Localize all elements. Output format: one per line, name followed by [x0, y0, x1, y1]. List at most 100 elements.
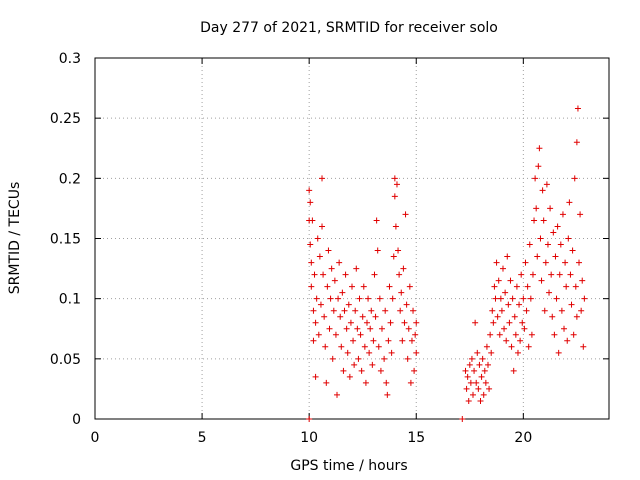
y-tick-label: 0.05: [50, 352, 81, 368]
data-point: [321, 313, 328, 320]
data-point: [527, 295, 534, 302]
data-point: [481, 367, 488, 374]
data-point: [574, 105, 581, 112]
data-point: [406, 283, 413, 290]
data-point: [540, 217, 547, 224]
data-point: [558, 307, 565, 314]
data-point: [494, 313, 501, 320]
data-point: [501, 325, 508, 332]
data-point: [407, 379, 414, 386]
data-point: [536, 145, 543, 152]
data-point: [493, 259, 500, 266]
data-point: [347, 319, 354, 326]
data-point: [350, 337, 357, 344]
data-point: [363, 319, 370, 326]
data-point: [495, 277, 502, 284]
data-point: [580, 343, 587, 350]
data-point: [329, 355, 336, 362]
data-point: [488, 349, 495, 356]
data-point: [367, 325, 374, 332]
data-point: [572, 283, 579, 290]
data-point: [375, 343, 382, 350]
data-point: [528, 331, 535, 338]
data-point: [557, 241, 564, 248]
data-point: [467, 379, 474, 386]
data-point: [365, 295, 372, 302]
data-point: [376, 295, 383, 302]
data-point: [360, 283, 367, 290]
data-point: [525, 343, 532, 350]
data-point: [389, 295, 396, 302]
data-point: [332, 331, 339, 338]
data-point: [459, 416, 466, 422]
data-point: [486, 385, 493, 392]
data-point: [564, 337, 571, 344]
data-point: [535, 163, 542, 170]
data-point: [482, 379, 489, 386]
data-point: [308, 259, 315, 266]
data-point: [462, 367, 469, 374]
data-point: [310, 307, 317, 314]
data-point: [313, 295, 320, 302]
data-point: [384, 391, 391, 398]
data-point: [565, 235, 572, 242]
data-point: [397, 307, 404, 314]
y-tick-label: 0.25: [50, 111, 81, 127]
data-point: [322, 343, 329, 350]
data-point: [405, 325, 412, 332]
data-point: [368, 307, 375, 314]
data-point: [310, 337, 317, 344]
data-point: [351, 361, 358, 368]
y-tick-label: 0.1: [59, 292, 81, 308]
data-point: [370, 337, 377, 344]
data-point: [373, 217, 380, 224]
data-point: [568, 301, 575, 308]
data-point: [576, 259, 583, 266]
data-point: [465, 397, 472, 404]
data-point: [570, 331, 577, 338]
data-point: [520, 295, 527, 302]
data-point: [307, 241, 314, 248]
data-point: [496, 331, 503, 338]
data-point: [550, 229, 557, 236]
data-point: [508, 343, 515, 350]
data-point: [521, 325, 528, 332]
data-point: [334, 391, 341, 398]
data-point: [505, 301, 512, 308]
data-point: [471, 367, 478, 374]
data-point: [362, 379, 369, 386]
data-point: [547, 205, 554, 212]
data-point: [356, 295, 363, 302]
data-point: [537, 235, 544, 242]
data-point: [317, 301, 324, 308]
data-point: [549, 313, 556, 320]
data-point: [353, 265, 360, 272]
data-point: [473, 379, 480, 386]
data-point: [411, 367, 418, 374]
data-point: [307, 199, 314, 206]
data-point: [369, 361, 376, 368]
data-point: [539, 187, 546, 194]
data-point: [308, 283, 315, 290]
data-point: [526, 241, 533, 248]
data-point: [563, 283, 570, 290]
data-point: [361, 343, 368, 350]
data-point: [341, 307, 348, 314]
y-tick-label: 0.15: [50, 232, 81, 248]
data-point: [404, 355, 411, 362]
data-point: [309, 217, 316, 224]
data-point: [325, 247, 332, 254]
data-point: [490, 319, 497, 326]
data-point: [569, 247, 576, 254]
data-point: [412, 331, 419, 338]
data-point: [544, 241, 551, 248]
data-point: [532, 175, 539, 182]
y-tick-label: 0.2: [59, 171, 81, 187]
data-point: [391, 175, 398, 182]
data-point: [562, 259, 569, 266]
data-point: [319, 223, 326, 230]
data-point: [555, 349, 562, 356]
data-point: [484, 361, 491, 368]
data-point: [396, 271, 403, 278]
data-point: [342, 271, 349, 278]
